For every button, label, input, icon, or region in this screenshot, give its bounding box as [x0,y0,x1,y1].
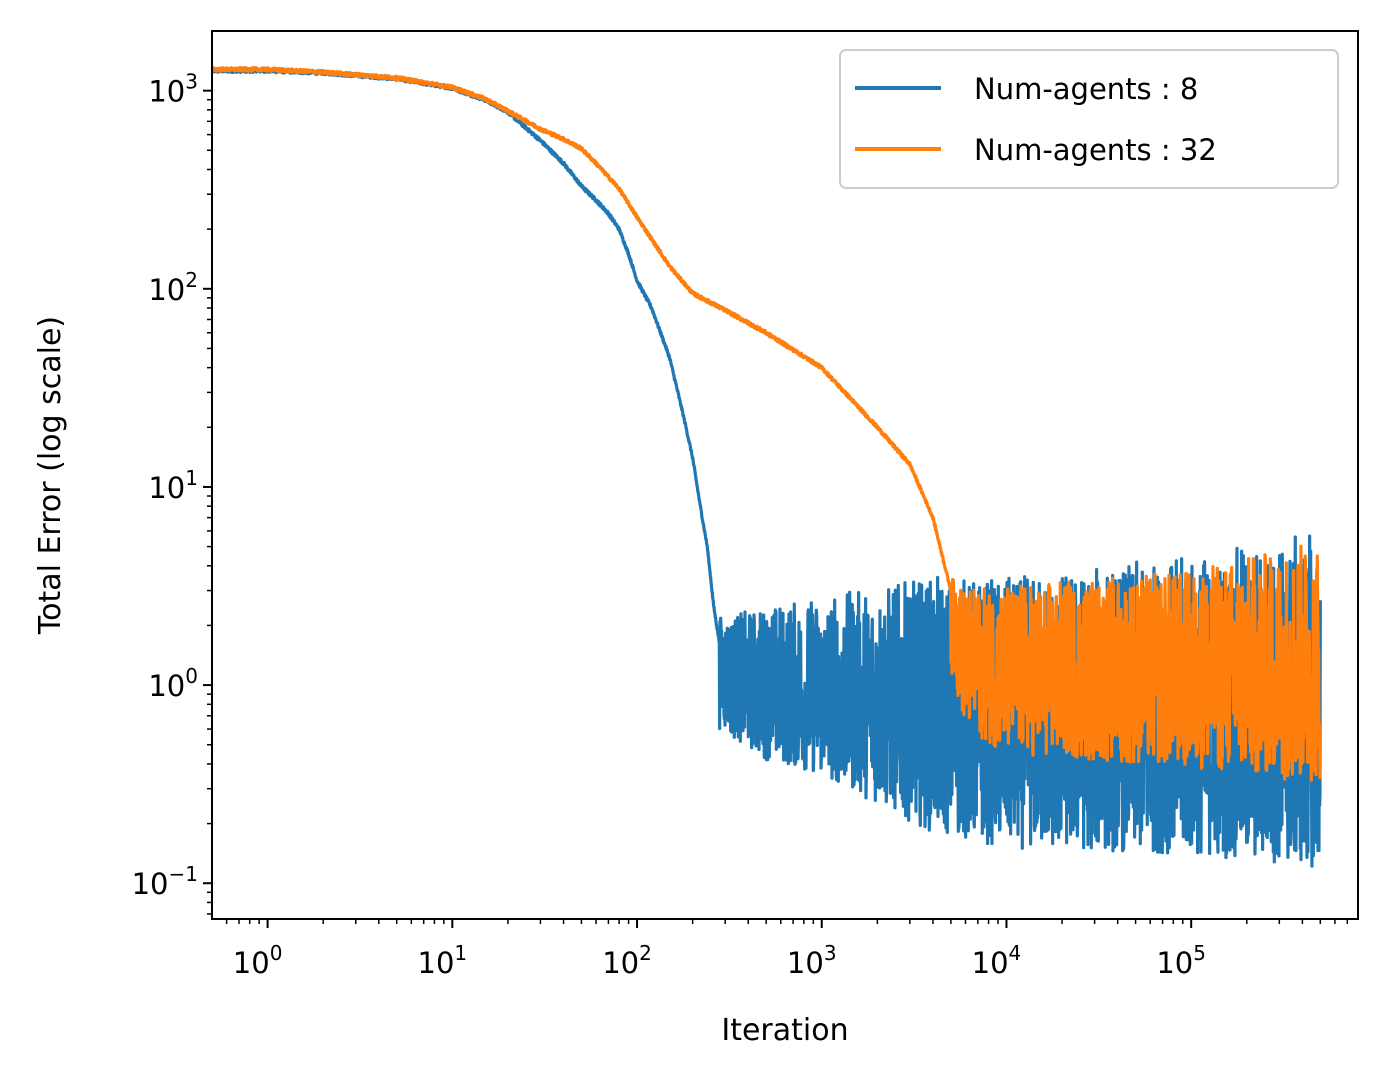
y-tick-label: 100 [148,664,198,703]
x-tick-label: 104 [972,941,1022,980]
legend-entry-series-0: Num-agents : 8 [974,72,1198,106]
x-tick-label: 102 [602,941,652,980]
x-tick-label: 103 [787,941,837,980]
plot-frame [211,30,1359,920]
y-axis-ticks: 10−1 100 101 102 103 [132,70,212,915]
x-axis-label: Iteration [721,1013,848,1048]
legend: Num-agents : 8 Num-agents : 32 [839,49,1339,189]
legend-box [839,49,1339,189]
series-layer [212,66,1322,868]
y-tick-label: 103 [148,70,198,109]
y-tick-label: 101 [148,466,198,505]
y-tick-label: 10−1 [132,862,198,901]
legend-entry-series-1: Num-agents : 32 [974,133,1217,167]
x-axis-ticks: 100 101 102 103 104 105 [225,919,1349,980]
x-tick-label: 101 [418,941,468,980]
series-line-1 [212,66,1322,782]
y-axis-label: Total Error (log scale) [33,316,68,635]
x-tick-label: 100 [233,941,283,980]
y-tick-label: 102 [148,268,198,307]
x-tick-label: 105 [1156,941,1206,980]
